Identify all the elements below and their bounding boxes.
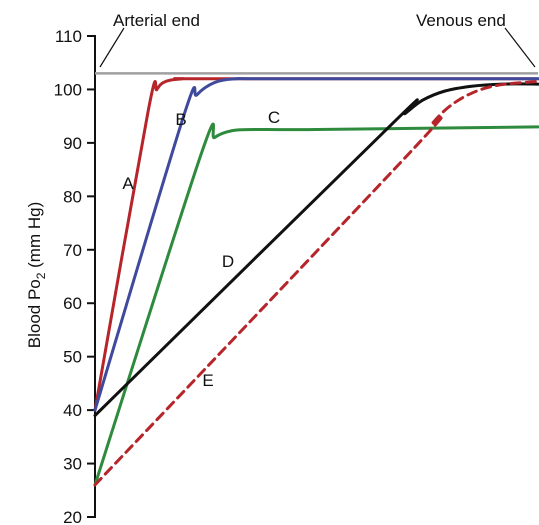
arterial-end-pointer [100,28,124,67]
y-tick-label: 50 [63,348,82,367]
y-tick-label: 90 [63,134,82,153]
venous-end-pointer [505,28,535,67]
y-tick-label: 70 [63,241,82,260]
y-tick-label: 60 [63,294,82,313]
y-tick-label: 80 [63,187,82,206]
y-axis-label-main: Blood Po [25,279,44,348]
series-label-d: D [222,252,234,271]
y-tick-label: 100 [54,80,82,99]
series-label-c: C [268,108,280,127]
arterial-end-label: Arterial end [113,11,200,30]
y-axis-label-suffix: (mm Hg) [25,202,44,273]
venous-end-label: Venous end [416,11,506,30]
series-lines [95,78,538,484]
y-tick-label: 110 [55,27,82,46]
y-tick-label: 30 [63,455,82,474]
series-label-a: A [122,174,134,193]
y-ticks: 20 30 40 50 60 70 80 90 100 110 [54,27,95,525]
y-axis-label: Blood Po2 (mm Hg) [25,202,48,349]
y-tick-label: 40 [63,401,82,420]
series-line-e [95,81,538,485]
y-tick-label: 20 [63,508,82,525]
series-label-e: E [202,371,213,390]
series-label-b: B [175,110,186,129]
series-line-c [95,124,538,485]
